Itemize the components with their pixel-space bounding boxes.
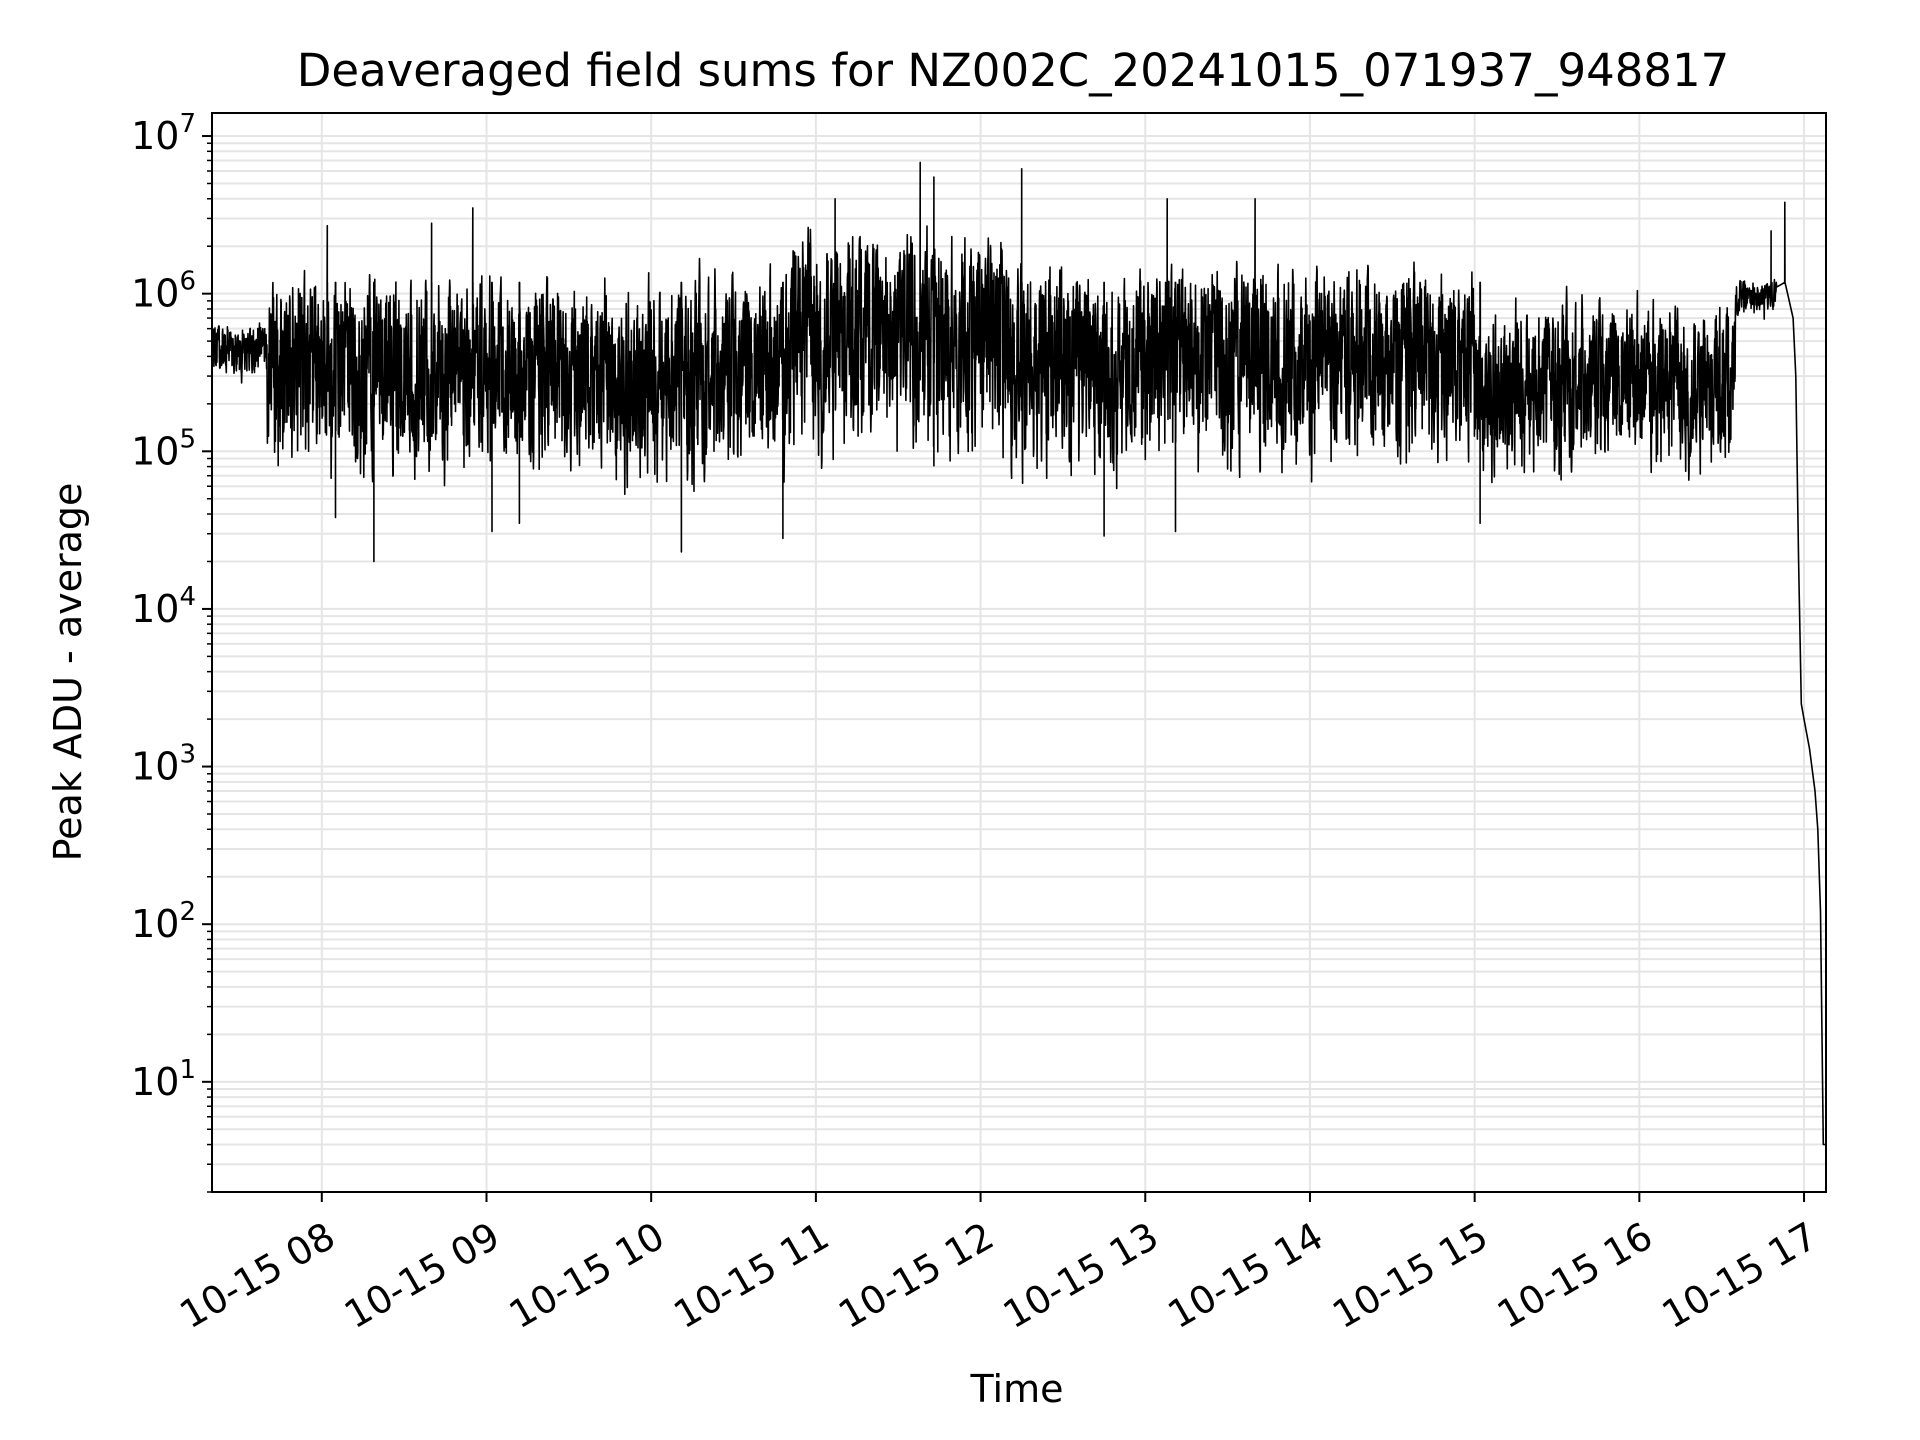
x-tick-label: 10-15 13: [996, 1214, 1166, 1338]
x-tick-label: 10-15 14: [1160, 1214, 1330, 1338]
x-tick-label: 10-15 12: [831, 1214, 1001, 1338]
x-tick-label: 10-15 11: [666, 1214, 836, 1338]
data-series: [211, 161, 1826, 1146]
y-tick-label: 104: [131, 582, 196, 631]
x-axis-label: Time: [970, 1367, 1064, 1411]
x-tick-label: 10-15 17: [1655, 1214, 1825, 1338]
y-tick-label: 103: [131, 740, 196, 789]
grid-lines: [212, 113, 1826, 1193]
x-tick-label: 10-15 15: [1325, 1214, 1495, 1338]
x-tick-label: 10-15 09: [337, 1214, 507, 1338]
y-tick-label: 107: [131, 109, 196, 158]
plot-frame: [211, 112, 1827, 1193]
x-tick-label: 10-15 16: [1490, 1214, 1660, 1338]
x-tick-label: 10-15 08: [172, 1214, 342, 1338]
y-tick-label: 101: [131, 1055, 196, 1104]
peak-adu-line: [211, 161, 1826, 1146]
y-axis-label: Peak ADU - average: [46, 483, 90, 862]
x-tick-label: 10-15 10: [502, 1214, 672, 1338]
y-axis-ticks: 101 102 103 104 105 106 107: [131, 109, 212, 1193]
chart-title: Deaveraged field sums for NZ002C_2024101…: [297, 44, 1729, 97]
y-tick-label: 105: [131, 424, 196, 473]
y-tick-label: 102: [131, 897, 196, 946]
y-tick-label: 106: [131, 267, 196, 316]
